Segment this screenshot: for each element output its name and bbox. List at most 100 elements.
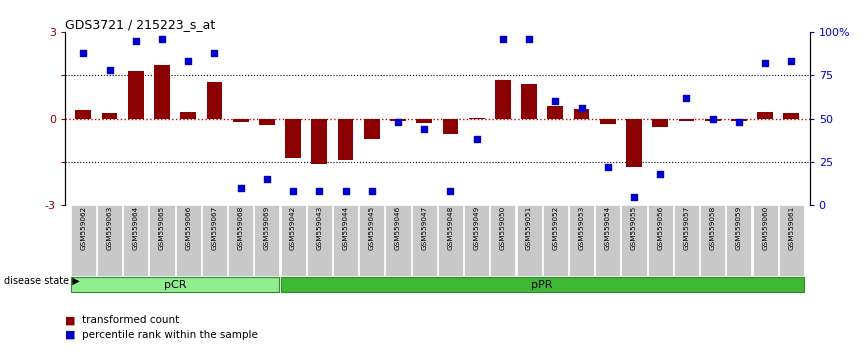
Bar (626, 119, 642, 167)
Text: ■: ■ (65, 315, 75, 325)
Bar (547, 107, 563, 119)
Text: disease state ▶: disease state ▶ (4, 276, 80, 286)
Bar (443, 119, 458, 135)
Bar (71, 205, 96, 276)
Bar (727, 205, 752, 276)
Bar (312, 119, 327, 164)
Bar (753, 205, 778, 276)
Bar (490, 205, 515, 276)
Point (102, 67, 116, 73)
Bar (411, 205, 436, 276)
Point (469, 137, 483, 142)
Point (391, 119, 405, 125)
Text: pPR: pPR (532, 280, 553, 290)
Bar (150, 205, 175, 276)
Text: percentile rank within the sample: percentile rank within the sample (82, 330, 258, 339)
Bar (281, 277, 804, 292)
Bar (71, 277, 280, 292)
Bar (385, 205, 410, 276)
Bar (180, 112, 196, 119)
Bar (338, 119, 353, 160)
Text: GSM559052: GSM559052 (553, 206, 559, 250)
Point (627, 194, 641, 200)
Bar (359, 205, 385, 276)
Point (286, 189, 300, 194)
Bar (757, 112, 773, 119)
Bar (731, 119, 746, 121)
Bar (784, 113, 799, 119)
Text: GSM559062: GSM559062 (81, 206, 87, 250)
Text: GSM559065: GSM559065 (159, 206, 165, 250)
Point (208, 50, 222, 56)
Bar (176, 205, 201, 276)
Point (706, 116, 720, 121)
Point (443, 189, 457, 194)
Text: GSM559066: GSM559066 (185, 206, 191, 250)
Text: GSM559054: GSM559054 (604, 206, 611, 250)
Bar (207, 81, 223, 119)
Bar (438, 205, 463, 276)
Point (575, 105, 589, 111)
Bar (390, 119, 406, 121)
Bar (228, 205, 253, 276)
Bar (516, 205, 542, 276)
Text: GSM559049: GSM559049 (474, 206, 480, 250)
Point (260, 176, 274, 182)
Bar (128, 71, 144, 119)
Point (181, 58, 195, 64)
Bar (464, 205, 489, 276)
Text: GSM559063: GSM559063 (107, 206, 113, 250)
Bar (154, 65, 170, 119)
Bar (543, 205, 568, 276)
Text: pCR: pCR (164, 280, 186, 290)
Point (155, 36, 169, 42)
Point (365, 189, 378, 194)
Text: GSM559058: GSM559058 (709, 206, 715, 250)
Bar (595, 205, 620, 276)
Bar (648, 205, 673, 276)
Text: GSM559067: GSM559067 (211, 206, 217, 250)
Bar (202, 205, 227, 276)
Point (76, 50, 90, 56)
Point (732, 119, 746, 125)
Point (496, 36, 510, 42)
Bar (521, 85, 537, 119)
Bar (281, 205, 306, 276)
Bar (679, 119, 695, 121)
Point (129, 38, 143, 44)
Text: GSM559046: GSM559046 (395, 206, 401, 250)
Bar (333, 205, 359, 276)
Point (653, 171, 667, 177)
Point (601, 164, 615, 170)
Text: GSM559042: GSM559042 (290, 206, 296, 250)
Text: GSM559064: GSM559064 (132, 206, 139, 250)
Text: GSM559068: GSM559068 (237, 206, 243, 250)
Bar (123, 205, 148, 276)
Text: GSM559053: GSM559053 (578, 206, 585, 250)
Text: GSM559069: GSM559069 (264, 206, 270, 250)
Bar (233, 119, 249, 122)
Bar (97, 205, 122, 276)
Bar (417, 119, 432, 123)
Bar (285, 119, 301, 159)
Bar (364, 119, 379, 139)
Text: GSM559057: GSM559057 (683, 206, 689, 250)
Bar (622, 205, 647, 276)
Text: GSM559051: GSM559051 (527, 206, 532, 250)
Bar (101, 113, 118, 119)
Point (522, 36, 536, 42)
Bar (700, 205, 725, 276)
Bar (779, 205, 804, 276)
Bar (259, 119, 275, 125)
Text: ■: ■ (65, 330, 75, 339)
Text: GSM559059: GSM559059 (736, 206, 742, 250)
Bar (495, 80, 511, 119)
Text: GSM559050: GSM559050 (500, 206, 506, 250)
Point (313, 189, 326, 194)
Bar (705, 119, 721, 121)
Text: GSM559061: GSM559061 (788, 206, 794, 250)
Point (417, 126, 431, 132)
Point (759, 60, 772, 66)
Point (548, 98, 562, 104)
Point (234, 185, 248, 191)
